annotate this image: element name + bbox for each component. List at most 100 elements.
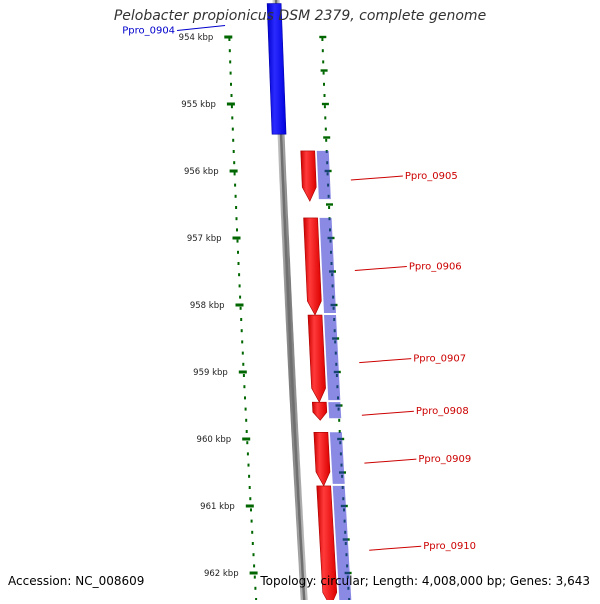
ruler-dot bbox=[234, 183, 237, 187]
ruler-dot bbox=[321, 49, 324, 53]
ruler-dot bbox=[239, 306, 242, 310]
tick-label: 956 kbp bbox=[184, 167, 219, 177]
ruler-dot bbox=[232, 138, 235, 142]
tick-label: 960 kbp bbox=[197, 435, 232, 445]
gene-shadow bbox=[324, 315, 341, 401]
ruler-dot bbox=[230, 94, 233, 97]
ruler-inner-dots bbox=[228, 38, 258, 601]
tick-mark bbox=[242, 437, 251, 441]
ruler-dot bbox=[245, 430, 248, 433]
gene-label: Ppro_0908 bbox=[416, 406, 469, 417]
tick-label: 954 kbp bbox=[179, 33, 214, 43]
ruler-dot bbox=[254, 586, 257, 590]
tick-label: 955 kbp bbox=[181, 100, 216, 110]
ruler-dot bbox=[236, 228, 238, 232]
label-leader bbox=[361, 410, 414, 416]
ruler-dot bbox=[324, 127, 327, 131]
ruler-dot bbox=[244, 407, 247, 411]
ruler-dot bbox=[233, 172, 236, 176]
ruler-dot bbox=[321, 38, 324, 41]
minor-tick bbox=[323, 136, 331, 139]
ruler-dot bbox=[231, 127, 234, 131]
ruler-dot bbox=[231, 116, 234, 120]
ruler-dot bbox=[248, 474, 251, 478]
gene-ppro-0909 bbox=[313, 432, 331, 487]
ruler-dot bbox=[322, 71, 325, 75]
tick-mark bbox=[238, 370, 247, 374]
ruler-dot bbox=[228, 38, 231, 41]
ruler-dot bbox=[236, 239, 239, 243]
tick-label: 957 kbp bbox=[187, 234, 222, 244]
ruler-dot bbox=[322, 60, 325, 64]
gene-ppro-0905 bbox=[300, 150, 317, 202]
label-leader bbox=[354, 265, 407, 271]
tick-mark bbox=[229, 169, 238, 173]
ruler-dot bbox=[241, 340, 244, 344]
ruler-dot bbox=[338, 430, 341, 433]
tick-mark bbox=[245, 504, 254, 508]
gene-label: Ppro_0906 bbox=[409, 261, 462, 272]
ruler-dot bbox=[251, 542, 254, 545]
tick-mark bbox=[249, 571, 258, 575]
label-leader bbox=[176, 25, 226, 31]
ruler-dot bbox=[247, 463, 250, 467]
gene-shadow bbox=[329, 432, 345, 484]
ruler-dot bbox=[328, 206, 331, 209]
ruler-dot bbox=[253, 564, 256, 568]
ruler-dot bbox=[246, 441, 249, 445]
ruler-dot bbox=[233, 161, 236, 165]
tick-mark bbox=[235, 303, 244, 307]
ruler-dot bbox=[228, 49, 231, 53]
accession-text: Accession: NC_008609 bbox=[8, 574, 145, 588]
ruler-dot bbox=[242, 374, 245, 377]
label-leader bbox=[359, 358, 412, 364]
ruler-dot bbox=[244, 396, 246, 400]
ruler-dot bbox=[230, 82, 232, 86]
tick-mark bbox=[232, 236, 241, 240]
ruler-dot bbox=[242, 362, 245, 366]
minor-tick bbox=[321, 102, 329, 106]
ruler-dot bbox=[239, 295, 242, 299]
ruler-dot bbox=[249, 497, 252, 501]
tick-label: 961 kbp bbox=[200, 502, 235, 512]
label-leader bbox=[364, 458, 417, 464]
ruler-dot bbox=[237, 262, 240, 265]
ruler-dot bbox=[240, 329, 243, 333]
tick-mark bbox=[224, 35, 233, 39]
ruler-dot bbox=[323, 94, 326, 97]
ruler-dot bbox=[253, 575, 256, 579]
map-title: Pelobacter propionicus DSM 2379, complet… bbox=[113, 8, 487, 24]
tick-label: 962 kbp bbox=[204, 569, 239, 579]
gene-label: Ppro_0904 bbox=[122, 26, 175, 37]
gene-label: Ppro_0907 bbox=[413, 354, 466, 365]
ruler-dot bbox=[246, 452, 249, 456]
ruler-dot bbox=[324, 116, 327, 120]
ruler-dot bbox=[238, 284, 241, 288]
gene-shadow bbox=[328, 402, 342, 419]
ruler-dot bbox=[230, 105, 233, 109]
gene-ppro-0906 bbox=[303, 217, 322, 316]
ruler-dot bbox=[250, 519, 253, 523]
ruler-dot bbox=[234, 194, 237, 198]
ruler-dot bbox=[252, 553, 255, 557]
ruler-dot bbox=[251, 530, 254, 534]
ruler-dot bbox=[229, 71, 232, 75]
ruler-dot bbox=[338, 418, 341, 422]
gene-ppro-0908 bbox=[311, 401, 328, 421]
gene-shadow bbox=[316, 150, 331, 200]
gene-label: Ppro_0905 bbox=[405, 171, 458, 182]
ruler-dot bbox=[235, 206, 238, 209]
label-leader bbox=[350, 175, 403, 181]
ruler-dot bbox=[241, 351, 244, 355]
label-leader bbox=[369, 545, 422, 551]
gene-label: Ppro_0910 bbox=[423, 541, 476, 552]
gene-shadow bbox=[319, 217, 337, 314]
tick-label: 959 kbp bbox=[193, 368, 228, 378]
ruler-dot bbox=[245, 418, 248, 422]
ruler-dot bbox=[323, 82, 325, 86]
ruler-dot bbox=[325, 138, 328, 142]
tick-mark bbox=[226, 102, 235, 106]
minor-tick bbox=[326, 203, 333, 206]
